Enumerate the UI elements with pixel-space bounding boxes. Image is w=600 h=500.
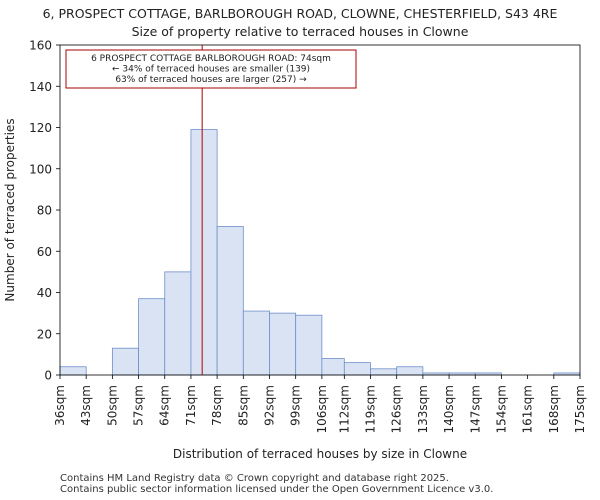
x-tick-label: 140sqm [442, 385, 456, 433]
annotation-line-1: 6 PROSPECT COTTAGE BARLBOROUGH ROAD: 74s… [91, 54, 331, 64]
y-tick-label: 80 [37, 204, 52, 218]
x-tick-label: 43sqm [79, 385, 93, 426]
y-tick-label: 0 [44, 369, 52, 383]
y-tick-label: 100 [29, 162, 52, 176]
x-tick-label: 85sqm [236, 385, 250, 426]
x-tick-label: 112sqm [337, 385, 351, 433]
annotation-box: 6 PROSPECT COTTAGE BARLBOROUGH ROAD: 74s… [65, 49, 357, 89]
x-tick-label: 168sqm [547, 385, 561, 433]
bar [164, 271, 192, 376]
bar [321, 358, 345, 376]
bars-group [59, 129, 581, 376]
x-tick-label: 50sqm [105, 385, 119, 426]
x-tick-label: 36sqm [53, 385, 67, 426]
chart-subtitle: Size of property relative to terraced ho… [132, 24, 469, 39]
x-tick-label: 119sqm [364, 385, 378, 433]
x-tick-label: 106sqm [315, 385, 329, 433]
annotation-line-2: ← 34% of terraced houses are smaller (13… [112, 65, 310, 75]
x-tick-label: 126sqm [390, 385, 404, 433]
x-tick-label: 133sqm [416, 385, 430, 433]
footer-attribution-2: Contains public sector information licen… [60, 484, 494, 495]
bar [190, 129, 218, 376]
x-tick-label: 175sqm [573, 385, 587, 433]
y-tick-label: 60 [37, 245, 52, 259]
chart-title: 6, PROSPECT COTTAGE, BARLBOROUGH ROAD, C… [43, 6, 558, 21]
bar [138, 298, 166, 376]
bar [295, 314, 323, 376]
x-tick-label: 57sqm [132, 385, 146, 426]
bar [343, 362, 371, 376]
x-axis-label: Distribution of terraced houses by size … [173, 447, 467, 461]
bar [111, 347, 139, 376]
bar [242, 310, 270, 376]
bar [216, 226, 244, 376]
x-tick-label: 99sqm [289, 385, 303, 426]
x-tick-label: 92sqm [262, 385, 276, 426]
annotation-line-3: 63% of terraced houses are larger (257) … [115, 75, 307, 85]
y-tick-label: 160 [29, 39, 52, 53]
bar [59, 366, 87, 376]
annotation-border [65, 49, 357, 89]
x-tick-label: 154sqm [494, 385, 508, 433]
footer-attribution-1: Contains HM Land Registry data © Crown c… [60, 473, 449, 484]
y-tick-label: 20 [37, 327, 52, 341]
y-tick-label: 120 [29, 121, 52, 135]
x-tick-label: 161sqm [521, 385, 535, 433]
y-axis-label: Number of terraced properties [3, 118, 17, 301]
x-tick-label: 147sqm [468, 385, 482, 433]
bar [396, 366, 424, 376]
x-axis: 36sqm 43sqm 50sqm 57sqm 64sqm 71sqm 78sqm 85sqm… [53, 375, 587, 433]
x-tick-label: 64sqm [158, 385, 172, 426]
x-tick-label: 71sqm [184, 385, 198, 426]
y-tick-label: 40 [37, 286, 52, 300]
bar [370, 368, 398, 376]
bar [269, 312, 297, 376]
y-axis: 0 20 40 60 80 100 120 140 160 [29, 39, 60, 383]
y-tick-label: 140 [29, 80, 52, 94]
x-tick-label: 78sqm [210, 385, 224, 426]
